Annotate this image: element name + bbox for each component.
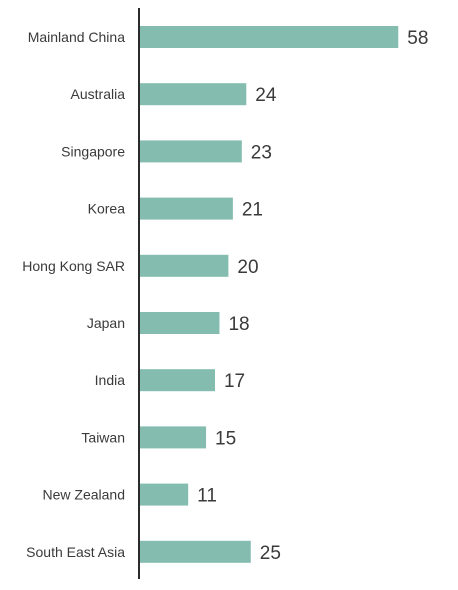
value-label-korea: 21 [242, 200, 263, 221]
value-label-south-east-asia: 25 [260, 543, 281, 564]
category-label-south-east-asia: South East Asia [26, 544, 125, 560]
category-label-korea: Korea [88, 201, 126, 217]
value-label-taiwan: 15 [215, 428, 236, 449]
bar-new-zealand [139, 483, 189, 506]
bar-hong-kong-sar [139, 254, 229, 277]
bar-australia [139, 83, 247, 106]
bar-singapore [139, 140, 242, 163]
category-label-mainland-china: Mainland China [28, 29, 125, 45]
category-label-japan: Japan [87, 315, 125, 331]
value-label-australia: 24 [255, 85, 277, 106]
bar-taiwan [139, 426, 207, 449]
bars-group [139, 26, 399, 563]
bar-japan [139, 312, 220, 334]
bar-south-east-asia [139, 540, 251, 563]
value-label-new-zealand: 11 [197, 486, 217, 507]
category-label-australia: Australia [71, 86, 126, 102]
category-label-india: India [95, 372, 126, 388]
bar-korea [139, 197, 233, 220]
value-label-india: 17 [224, 371, 245, 392]
category-labels-group: Mainland China Australia Singapore Korea Hon… [22, 29, 125, 560]
category-label-new-zealand: New Zealand [43, 487, 126, 503]
bar-india [139, 369, 215, 392]
value-label-mainland-china: 58 [407, 28, 428, 49]
value-label-japan: 18 [228, 314, 249, 335]
value-label-hong-kong-sar: 20 [237, 257, 258, 278]
category-label-taiwan: Taiwan [81, 429, 125, 445]
bar-mainland-china [139, 26, 399, 48]
category-label-singapore: Singapore [61, 143, 125, 159]
value-labels-group: 58 24 23 21 20 18 17 15 11 25 [197, 28, 428, 564]
category-label-hong-kong-sar: Hong Kong SAR [22, 258, 125, 274]
value-label-singapore: 23 [251, 142, 272, 163]
